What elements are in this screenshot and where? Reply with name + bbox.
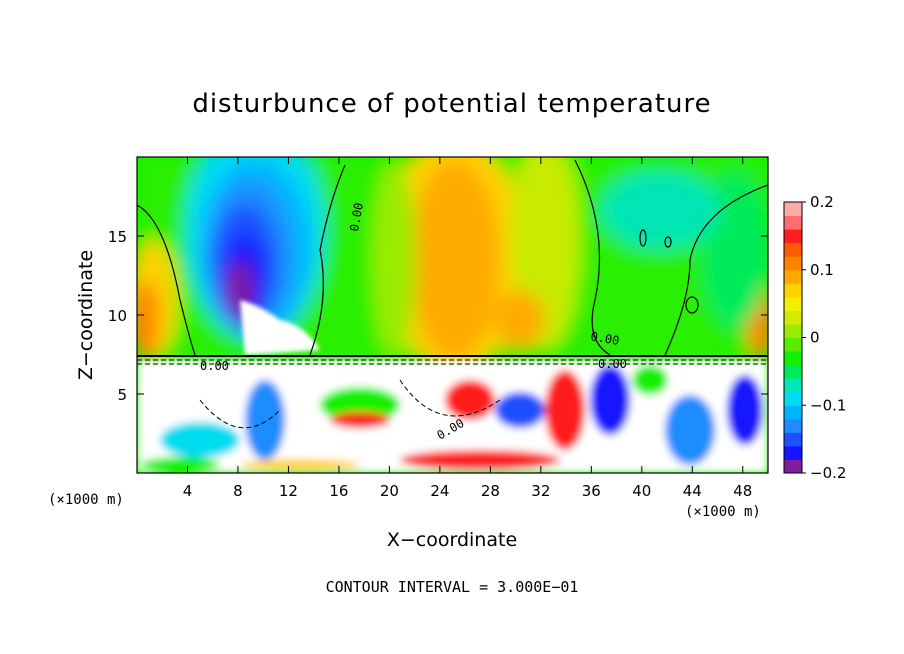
colorbar-swatch xyxy=(784,391,802,406)
contour-label: 0.00 xyxy=(589,329,620,348)
colorbar-swatch xyxy=(784,283,802,298)
colorbar-swatch xyxy=(784,337,802,352)
x-tick-label: 28 xyxy=(481,482,500,500)
y-tick-label: 5 xyxy=(117,386,127,404)
y-tick-label: 10 xyxy=(108,307,127,325)
x-unit-left: (×1000 m) xyxy=(48,492,124,508)
contour-label: 0.00 xyxy=(598,357,627,371)
x-unit-right: (×1000 m) xyxy=(685,504,761,520)
colorbar-swatch xyxy=(784,269,802,284)
x-tick-label: 24 xyxy=(430,482,449,500)
colorbar-swatch xyxy=(784,310,802,325)
colorbar-swatch xyxy=(784,242,802,257)
colorbar-swatch xyxy=(784,256,802,271)
colorbar-tick-label: 0.2 xyxy=(810,193,834,211)
x-axis: 4 8 12 16 20 24 28 32 36 40 44 48 xyxy=(183,157,752,500)
colorbar-swatch xyxy=(784,405,802,420)
x-tick-label: 48 xyxy=(733,482,752,500)
contour-label: 0.00 xyxy=(200,359,229,373)
colorbar: 0.2 0.1 0 −0.1 −0.2 xyxy=(783,193,846,482)
x-tick-label: 32 xyxy=(531,482,550,500)
y-axis-label: Z−coordinate xyxy=(75,250,97,380)
colorbar-tick-label: −0.2 xyxy=(810,464,846,482)
x-tick-label: 44 xyxy=(683,482,702,500)
colorbar-swatch xyxy=(784,364,802,379)
contour-labels: 0.00 0.00 0.00 0.00 0.00 xyxy=(200,202,627,443)
contour-interval-note: CONTOUR INTERVAL = 3.000E−01 xyxy=(326,578,579,596)
x-tick-label: 12 xyxy=(279,482,298,500)
x-tick-label: 8 xyxy=(233,482,243,500)
y-axis: 5 10 15 xyxy=(108,228,768,404)
chart-title: disturbunce of potential temperature xyxy=(192,89,711,119)
x-tick-label: 4 xyxy=(183,482,193,500)
colorbar-tick-label: 0 xyxy=(810,329,820,347)
colorbar-swatch xyxy=(784,229,802,244)
colorbar-swatch xyxy=(784,418,802,433)
contour-label: 0.00 xyxy=(347,202,366,233)
colorbar-swatch xyxy=(784,378,802,393)
x-tick-label: 20 xyxy=(380,482,399,500)
y-tick-label: 15 xyxy=(108,228,127,246)
x-tick-label: 36 xyxy=(582,482,601,500)
x-axis-label: X−coordinate xyxy=(387,529,517,551)
colorbar-swatch xyxy=(784,432,802,447)
colorbar-swatch xyxy=(784,296,802,311)
colorbar-swatch xyxy=(784,202,802,217)
colorbar-tick-label: −0.1 xyxy=(810,396,846,414)
colorbar-swatch xyxy=(784,323,802,338)
x-tick-label: 40 xyxy=(632,482,651,500)
x-tick-label: 16 xyxy=(329,482,348,500)
colorbar-tick-label: 0.1 xyxy=(810,261,834,279)
heatmap-field xyxy=(137,157,768,473)
colorbar-swatch xyxy=(784,215,802,230)
colorbar-swatch xyxy=(784,351,802,366)
colorbar-swatch xyxy=(784,459,802,474)
colorbar-swatch xyxy=(784,445,802,460)
